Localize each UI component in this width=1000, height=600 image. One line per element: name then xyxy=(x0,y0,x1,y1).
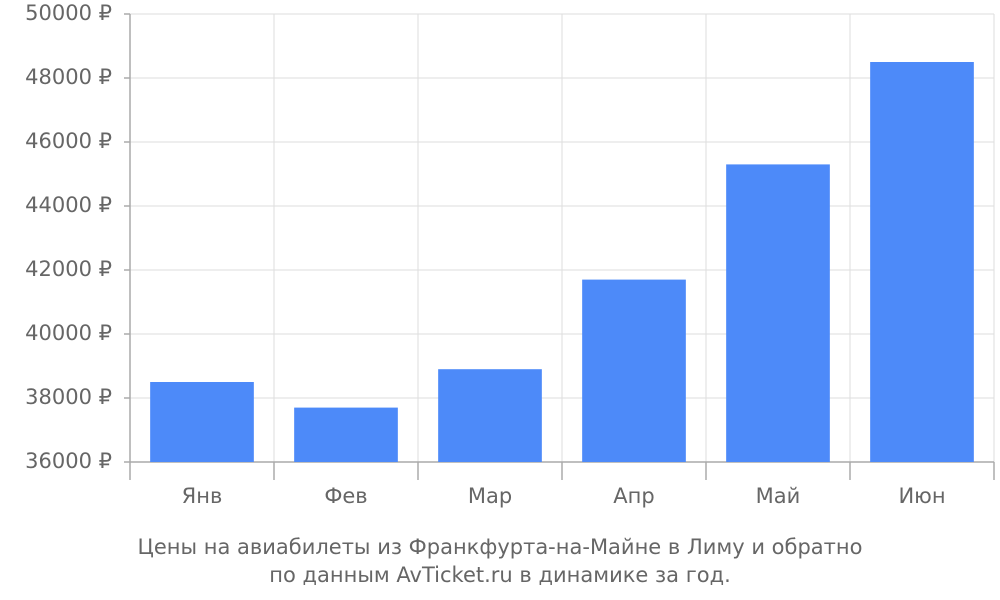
x-tick-label: Фев xyxy=(324,484,367,508)
y-tick-label: 40000 ₽ xyxy=(25,321,112,345)
x-tick-label: Мар xyxy=(468,484,512,508)
bar xyxy=(294,407,398,462)
y-tick-label: 42000 ₽ xyxy=(25,257,112,281)
bar xyxy=(726,164,830,462)
y-tick-label: 46000 ₽ xyxy=(25,129,112,153)
bar xyxy=(150,382,254,462)
x-tick-label: Янв xyxy=(182,484,223,508)
chart-title: Цены на авиабилеты из Франкфурта-на-Майн… xyxy=(138,535,863,559)
x-tick-label: Июн xyxy=(898,484,945,508)
chart-subtitle: по данным AvTicket.ru в динамике за год. xyxy=(269,563,731,587)
y-tick-label: 44000 ₽ xyxy=(25,193,112,217)
bar xyxy=(870,62,974,462)
y-tick-label: 38000 ₽ xyxy=(25,385,112,409)
bar xyxy=(582,279,686,462)
x-tick-label: Май xyxy=(756,484,801,508)
y-tick-label: 36000 ₽ xyxy=(25,449,112,473)
y-tick-label: 50000 ₽ xyxy=(25,1,112,25)
y-tick-label: 48000 ₽ xyxy=(25,65,112,89)
x-tick-label: Апр xyxy=(613,484,654,508)
bar xyxy=(438,369,542,462)
